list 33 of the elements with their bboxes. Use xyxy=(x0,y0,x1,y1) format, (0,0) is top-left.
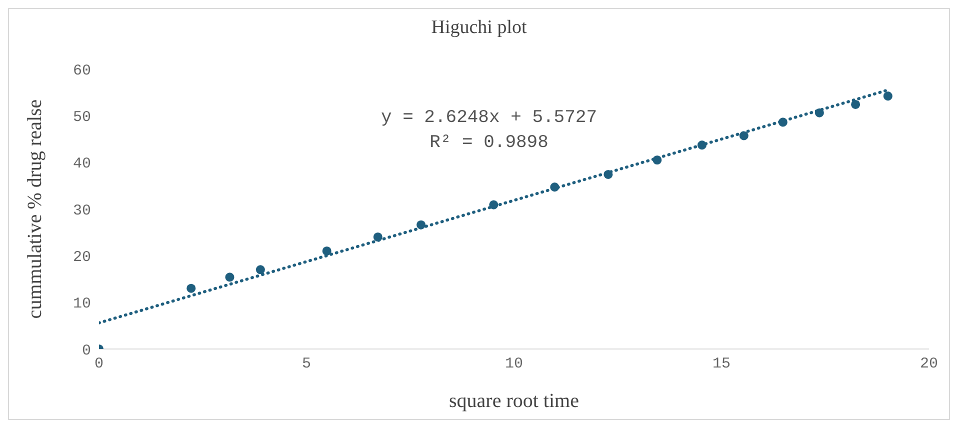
y-tick-label: 60 xyxy=(72,62,91,80)
point xyxy=(739,131,748,140)
x-tick-label: 15 xyxy=(712,356,731,373)
x-tick-label: 5 xyxy=(302,356,312,373)
annotation: y = 2.6248x + 5.5727 xyxy=(380,108,598,128)
point xyxy=(186,284,196,293)
y-tick-label: 30 xyxy=(72,202,91,220)
point xyxy=(256,265,265,274)
point xyxy=(778,118,788,127)
point xyxy=(225,272,234,282)
point xyxy=(652,155,662,165)
point xyxy=(322,246,332,256)
y-tick-label: 40 xyxy=(72,156,91,173)
y-tick-label: 20 xyxy=(72,248,91,266)
point xyxy=(489,200,498,210)
y-axis-title: cummulative % drug realse xyxy=(24,99,46,319)
annotation: R² = 0.9898 xyxy=(430,133,548,153)
y-tick-label: 0 xyxy=(82,342,91,360)
point xyxy=(604,170,613,179)
x-axis-title: square root time xyxy=(449,390,580,412)
x-tick-label: 20 xyxy=(920,356,938,373)
point xyxy=(814,108,824,118)
point xyxy=(416,220,426,230)
point xyxy=(373,232,382,242)
point xyxy=(697,140,707,150)
y-tick-label: 10 xyxy=(72,296,91,313)
y-tick-label: 50 xyxy=(72,108,91,126)
chart-title: Higuchi plot xyxy=(430,17,528,39)
point xyxy=(550,182,560,192)
point xyxy=(851,100,860,109)
x-tick-label: 10 xyxy=(504,356,524,373)
x-tick-label: 0 xyxy=(94,356,104,373)
point xyxy=(883,92,892,101)
